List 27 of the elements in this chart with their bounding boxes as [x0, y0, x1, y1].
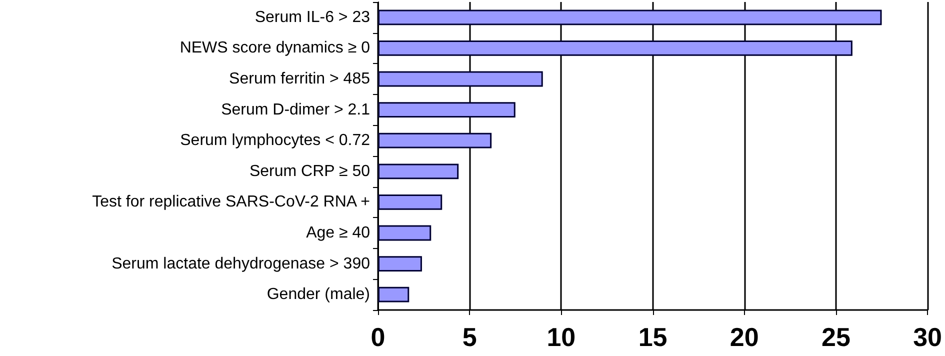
bar	[378, 102, 516, 118]
bar	[378, 40, 852, 56]
y-tick-label: Serum IL-6 > 23	[254, 8, 370, 26]
y-tick-label: Serum lymphocytes < 0.72	[180, 132, 370, 150]
x-tick-label: 10	[546, 322, 576, 352]
bar	[378, 10, 882, 26]
y-tick-label: Serum ferritin > 485	[229, 70, 370, 88]
y-tick-label: Serum CRP ≥ 50	[249, 162, 370, 180]
y-tick-label: Serum lactate dehydrogenase > 390	[112, 255, 370, 272]
x-tick-label: 0	[370, 322, 386, 352]
x-tick-label: 20	[730, 322, 759, 352]
bar	[378, 286, 410, 302]
y-tick-label: Serum D-dimer > 2.1	[221, 101, 370, 118]
y-tick-label: Test for replicative SARS-CoV-2 RNA +	[92, 194, 370, 211]
y-tick-label: NEWS score dynamics ≥ 0	[180, 40, 370, 57]
bar	[378, 132, 492, 148]
bar	[378, 71, 543, 87]
bar	[378, 256, 422, 272]
x-tick-label: 30	[913, 322, 942, 352]
bar	[378, 225, 432, 241]
bar	[378, 164, 459, 180]
y-tick-label: Age ≥ 40	[306, 224, 370, 242]
x-tick-label: 5	[462, 322, 477, 352]
y-tick-label: Gender (male)	[266, 286, 370, 304]
x-tick-label: 25	[821, 322, 850, 352]
bar	[378, 194, 442, 210]
x-tick-label: 15	[638, 322, 668, 352]
